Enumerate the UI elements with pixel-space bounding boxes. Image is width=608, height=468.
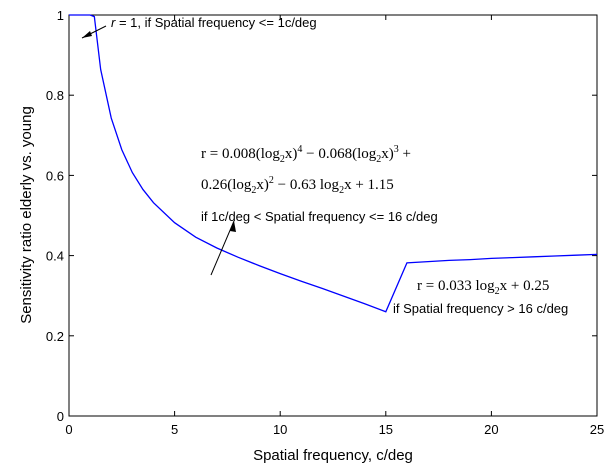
plot-area — [68, 14, 598, 417]
y-tick-label: 0.6 — [46, 168, 64, 183]
eq2-line2-d: x + 1.15 — [344, 177, 394, 193]
x-axis-title: Spatial frequency, c/deg — [253, 447, 413, 464]
annotation-3-condition: if Spatial frequency > 16 c/deg — [393, 301, 568, 316]
y-tick-label: 1 — [57, 8, 64, 23]
eq2-sup-4: 4 — [297, 144, 302, 155]
x-tick-label: 25 — [590, 422, 604, 437]
eq2-part-c: − 0.068(log — [302, 146, 376, 162]
annotation-2-condition: if 1c/deg < Spatial frequency <= 16 c/de… — [201, 209, 438, 224]
series-line — [69, 14, 598, 313]
y-tick-label: 0 — [57, 409, 64, 424]
annotation-piecewise-1: r = 1, if Spatial frequency <= 1c/deg — [81, 15, 317, 39]
axis-ticks: 0 5 10 15 20 25 0 0.2 0.4 0.6 0.8 1 — [46, 8, 604, 437]
y-tick-label: 0.4 — [46, 249, 64, 264]
x-tick-label: 5 — [171, 422, 178, 437]
svg-text:r = 0.033 log2x + 0.25: r = 0.033 log2x + 0.25 — [417, 278, 549, 297]
eq2-part-d: x) — [381, 146, 394, 162]
eq2-sub-a: 2 — [280, 154, 285, 165]
x-tick-label: 0 — [65, 422, 72, 437]
annotation-1-text: = 1, if Spatial frequency <= 1c/deg — [115, 15, 316, 30]
eq2-line2-a: 0.26(log — [201, 177, 252, 193]
y-tick-label: 0.8 — [46, 88, 64, 103]
arrowhead-2 — [230, 221, 236, 232]
annotation-r-symbol: r — [111, 15, 116, 30]
arrowhead-1 — [82, 31, 92, 38]
eq2-sup-2: 2 — [269, 175, 274, 186]
eq3-part-a: r = 0.033 log — [417, 278, 495, 294]
eq2-sub-c: 2 — [251, 185, 256, 196]
eq2-sup-3: 3 — [394, 144, 399, 155]
eq3-part-b: x + 0.25 — [500, 278, 550, 294]
y-axis-title: Sensitivity ratio elderly vs. young — [18, 106, 35, 324]
eq2-sub-b: 2 — [376, 154, 381, 165]
x-tick-label: 10 — [273, 422, 287, 437]
eq2-sub-d: 2 — [339, 185, 344, 196]
eq2-part-a: r = 0.008(log — [201, 146, 280, 162]
svg-text:r = 1, if Spatial frequency <=: r = 1, if Spatial frequency <= 1c/deg — [111, 15, 317, 30]
eq3-sub: 2 — [495, 286, 500, 297]
annotation-piecewise-2: r = 0.008(log2x)4 − 0.068(log2x)3 + 0.26… — [201, 144, 438, 276]
eq2-line2-c: − 0.63 log — [274, 177, 340, 193]
x-tick-label: 20 — [484, 422, 498, 437]
annotation-piecewise-3: r = 0.033 log2x + 0.25 if Spatial freque… — [393, 278, 568, 316]
y-tick-label: 0.2 — [46, 329, 64, 344]
svg-text:r = 0.008(log2x)4 − 0.068(log2: r = 0.008(log2x)4 − 0.068(log2x)3 + — [201, 144, 411, 165]
x-tick-label: 15 — [379, 422, 393, 437]
annotation-arrow-2 — [210, 220, 235, 276]
eq2-part-e: + — [399, 146, 411, 162]
svg-text:0.26(log2x)2 − 0.63 log2x + 1.: 0.26(log2x)2 − 0.63 log2x + 1.15 — [201, 175, 394, 196]
eq2-line2-b: x) — [256, 177, 269, 193]
eq2-part-b: x) — [285, 146, 298, 162]
